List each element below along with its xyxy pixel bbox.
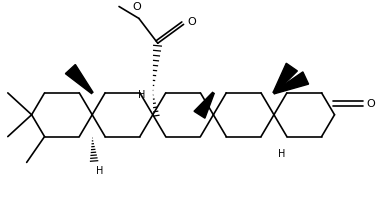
Polygon shape	[274, 72, 308, 94]
Text: H: H	[96, 166, 104, 176]
Polygon shape	[194, 92, 214, 118]
Polygon shape	[273, 63, 297, 93]
Polygon shape	[66, 65, 93, 93]
Text: O: O	[367, 99, 376, 109]
Text: H: H	[139, 90, 146, 100]
Text: H: H	[278, 149, 285, 158]
Text: O: O	[133, 2, 141, 12]
Text: O: O	[187, 17, 196, 27]
